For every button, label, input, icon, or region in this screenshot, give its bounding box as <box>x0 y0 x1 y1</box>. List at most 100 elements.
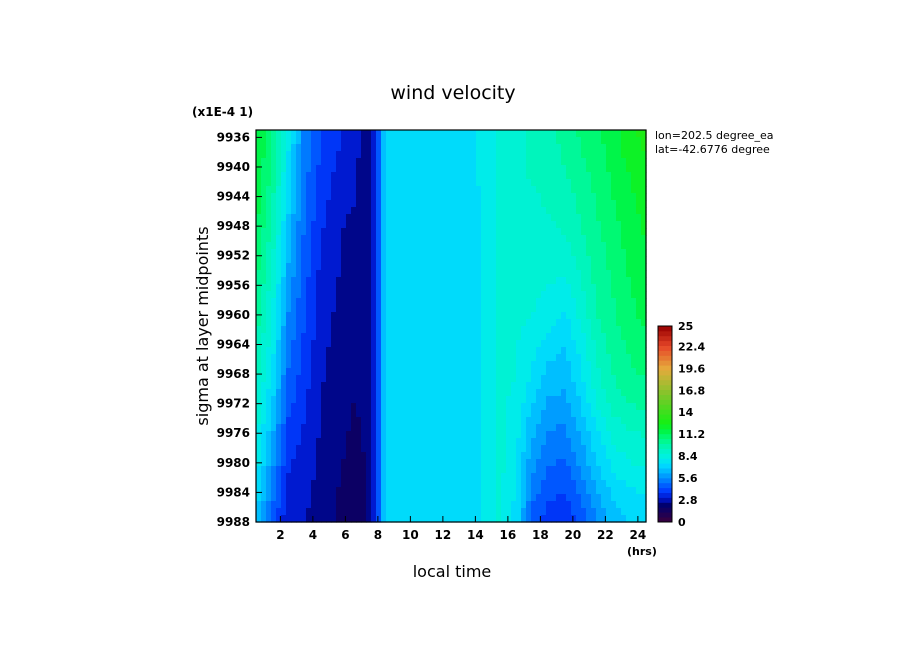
heatmap-cell <box>636 312 642 320</box>
heatmap-cell <box>441 242 447 250</box>
heatmap-cell <box>446 333 452 341</box>
heatmap-cell <box>526 410 532 418</box>
heatmap-cell <box>581 445 587 453</box>
heatmap-cell <box>316 382 322 390</box>
heatmap-cell <box>531 473 537 481</box>
heatmap-cell <box>321 487 327 495</box>
heatmap-cell <box>266 410 272 418</box>
heatmap-cell <box>471 298 477 306</box>
heatmap-cell <box>521 452 527 460</box>
heatmap-cell <box>581 361 587 369</box>
heatmap-cell <box>366 291 372 299</box>
heatmap-cell <box>366 354 372 362</box>
heatmap-cell <box>551 319 557 327</box>
heatmap-cell <box>521 207 527 215</box>
heatmap-cell <box>356 312 362 320</box>
heatmap-cell <box>266 368 272 376</box>
heatmap-cell <box>276 466 282 474</box>
heatmap-cell <box>616 263 622 271</box>
heatmap-cell <box>566 137 572 145</box>
heatmap-cell <box>601 361 607 369</box>
heatmap-cell <box>636 158 642 166</box>
heatmap-cell <box>306 326 312 334</box>
heatmap-cell <box>446 221 452 229</box>
heatmap-cell <box>541 396 547 404</box>
heatmap-cell <box>426 179 432 187</box>
heatmap-cell <box>386 361 392 369</box>
heatmap-cell <box>376 466 382 474</box>
heatmap-cell <box>276 424 282 432</box>
heatmap-cell <box>376 417 382 425</box>
heatmap-cell <box>281 235 287 243</box>
heatmap-cell <box>381 137 387 145</box>
heatmap-cell <box>381 361 387 369</box>
heatmap-cell <box>311 256 317 264</box>
heatmap-cell <box>426 144 432 152</box>
heatmap-cell <box>416 172 422 180</box>
heatmap-cell <box>406 207 412 215</box>
heatmap-cell <box>506 312 512 320</box>
heatmap-cell <box>476 137 482 145</box>
heatmap-cell <box>331 368 337 376</box>
heatmap-cell <box>621 172 627 180</box>
heatmap-cell <box>301 410 307 418</box>
heatmap-cell <box>451 466 457 474</box>
heatmap-cell <box>271 487 277 495</box>
heatmap-cell <box>401 130 407 138</box>
heatmap-cell <box>426 459 432 467</box>
heatmap-cell <box>416 508 422 516</box>
heatmap-cell <box>456 501 462 509</box>
heatmap-cell <box>541 214 547 222</box>
heatmap-cell <box>316 368 322 376</box>
heatmap-cell <box>391 480 397 488</box>
heatmap-cell <box>331 326 337 334</box>
heatmap-cell <box>591 487 597 495</box>
heatmap-cell <box>471 473 477 481</box>
heatmap-cell <box>261 424 267 432</box>
heatmap-cell <box>291 235 297 243</box>
heatmap-cell <box>516 319 522 327</box>
heatmap-cell <box>461 319 467 327</box>
heatmap-cell <box>471 452 477 460</box>
heatmap-cell <box>456 137 462 145</box>
heatmap-cell <box>391 151 397 159</box>
heatmap-cell <box>296 207 302 215</box>
heatmap-cell <box>326 221 332 229</box>
heatmap-cell <box>256 438 262 446</box>
heatmap-cell <box>506 396 512 404</box>
heatmap-cell <box>556 207 562 215</box>
heatmap-cell <box>551 193 557 201</box>
heatmap-cell <box>586 144 592 152</box>
heatmap-cell <box>586 333 592 341</box>
heatmap-cell <box>456 179 462 187</box>
heatmap-cell <box>426 445 432 453</box>
heatmap-cell <box>461 375 467 383</box>
heatmap-cell <box>421 375 427 383</box>
colorbar-tick-label: 8.4 <box>678 450 698 463</box>
heatmap-cell <box>551 228 557 236</box>
heatmap-cell <box>571 291 577 299</box>
heatmap-cell <box>581 291 587 299</box>
heatmap-cell <box>311 389 317 397</box>
heatmap-cell <box>576 459 582 467</box>
heatmap-cell <box>586 494 592 502</box>
heatmap-cell <box>301 172 307 180</box>
heatmap-cell <box>466 235 472 243</box>
heatmap-cell <box>341 403 347 411</box>
heatmap-cell <box>311 228 317 236</box>
heatmap-cell <box>276 452 282 460</box>
heatmap-cell <box>286 242 292 250</box>
heatmap-cell <box>446 312 452 320</box>
heatmap-cell <box>351 326 357 334</box>
heatmap-cell <box>601 326 607 334</box>
heatmap-cell <box>296 221 302 229</box>
heatmap-cell <box>321 410 327 418</box>
heatmap-cell <box>261 200 267 208</box>
heatmap-cell <box>526 277 532 285</box>
heatmap-cell <box>551 410 557 418</box>
heatmap-cell <box>356 424 362 432</box>
heatmap-cell <box>391 200 397 208</box>
heatmap-cell <box>591 214 597 222</box>
heatmap-cell <box>376 494 382 502</box>
heatmap-cell <box>526 515 532 523</box>
